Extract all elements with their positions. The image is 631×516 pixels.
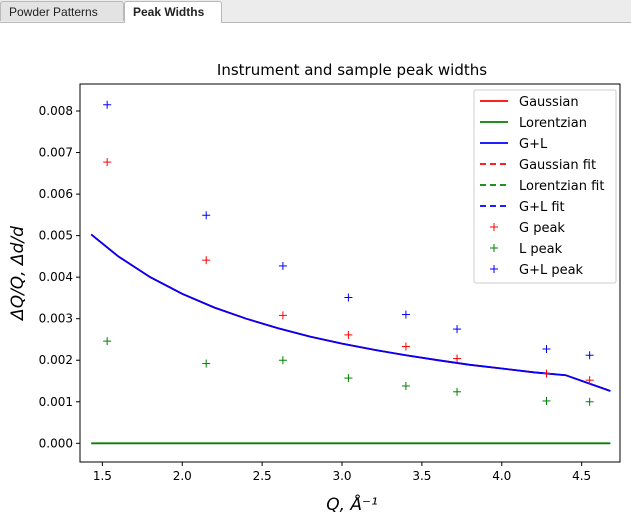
marker-l-peak — [401, 381, 410, 390]
y-tick-label: 0.006 — [39, 187, 73, 201]
marker-g-peak — [453, 354, 462, 363]
tab-powder-patterns[interactable]: Powder Patterns — [0, 1, 124, 21]
legend-box — [473, 89, 617, 284]
x-tick-label: 4.5 — [572, 469, 591, 483]
marker-l-peak — [202, 359, 211, 368]
chart-title: Instrument and sample peak widths — [217, 61, 487, 79]
marker-g-peak — [344, 330, 353, 339]
tab-bar: Powder Patterns Peak Widths — [0, 0, 631, 23]
marker-g-peak — [278, 311, 287, 320]
legend: Gaussian Lorentzian G+L Gaussian fit Lorentz… — [473, 89, 617, 284]
svg-text:L peak: L peak — [519, 242, 563, 257]
legend-entry: G+L fit — [480, 200, 565, 215]
legend-entry: Gaussian — [480, 95, 579, 110]
y-tick-label: 0.003 — [39, 312, 73, 326]
marker-g-peak — [202, 256, 211, 265]
x-axis-label: Q, Å⁻¹ — [326, 493, 378, 515]
marker-g-l-peak — [278, 261, 287, 270]
y-tick-label: 0.000 — [39, 436, 73, 450]
x-tick-label: 4.0 — [492, 469, 511, 483]
marker-g-peak — [103, 158, 112, 167]
y-tick-label: 0.008 — [39, 104, 73, 118]
legend-entry: L peak — [490, 242, 563, 257]
marker-g-l-peak — [585, 351, 594, 360]
y-tick-label: 0.004 — [39, 270, 73, 284]
marker-g-peak — [542, 369, 551, 378]
marker-l-peak — [278, 356, 287, 365]
legend-entry: Gaussian fit — [480, 158, 596, 173]
y-tick-label: 0.001 — [39, 395, 73, 409]
marker-l-peak — [103, 337, 112, 346]
marker-l-peak — [542, 396, 551, 405]
marker-g-peak — [401, 342, 410, 351]
marker-g-l-peak — [103, 100, 112, 109]
legend-entry: Lorentzian fit — [480, 179, 604, 194]
svg-text:Lorentzian: Lorentzian — [519, 116, 587, 131]
svg-text:G+L: G+L — [519, 137, 548, 152]
marker-g-l-peak — [202, 211, 211, 220]
legend-entry: G+L — [480, 137, 548, 152]
svg-text:G+L fit: G+L fit — [519, 200, 565, 215]
x-tick-label: 1.5 — [93, 469, 112, 483]
legend-entry: G+L peak — [490, 263, 584, 278]
plot-frame — [79, 83, 621, 463]
svg-text:G+L peak: G+L peak — [519, 263, 584, 278]
tab-peak-widths[interactable]: Peak Widths — [124, 1, 222, 23]
y-tick-label: 0.002 — [39, 353, 73, 367]
series-line-g-l — [90, 233, 611, 392]
legend-entry: Lorentzian — [480, 116, 587, 131]
x-tick-label: 3.0 — [332, 469, 351, 483]
marker-g-l-peak — [542, 345, 551, 354]
svg-text:Gaussian fit: Gaussian fit — [519, 158, 596, 173]
svg-text:G peak: G peak — [519, 221, 565, 236]
marker-g-peak — [585, 376, 594, 385]
y-axis-label: ΔQ/Q, Δd/d — [8, 226, 28, 322]
marker-l-peak — [585, 397, 594, 406]
marker-l-peak — [453, 387, 462, 396]
marker-g-l-peak — [344, 293, 353, 302]
marker-g-l-peak — [401, 310, 410, 319]
x-tick-label: 2.0 — [173, 469, 192, 483]
x-tick-label: 3.5 — [412, 469, 431, 483]
x-tick-label: 2.5 — [253, 469, 272, 483]
legend-entry: G peak — [490, 221, 565, 236]
marker-g-l-peak — [453, 325, 462, 334]
y-tick-label: 0.005 — [39, 229, 73, 243]
marker-l-peak — [344, 374, 353, 383]
y-tick-label: 0.007 — [39, 146, 73, 160]
svg-text:Gaussian: Gaussian — [519, 95, 579, 110]
svg-text:Lorentzian fit: Lorentzian fit — [519, 179, 604, 194]
